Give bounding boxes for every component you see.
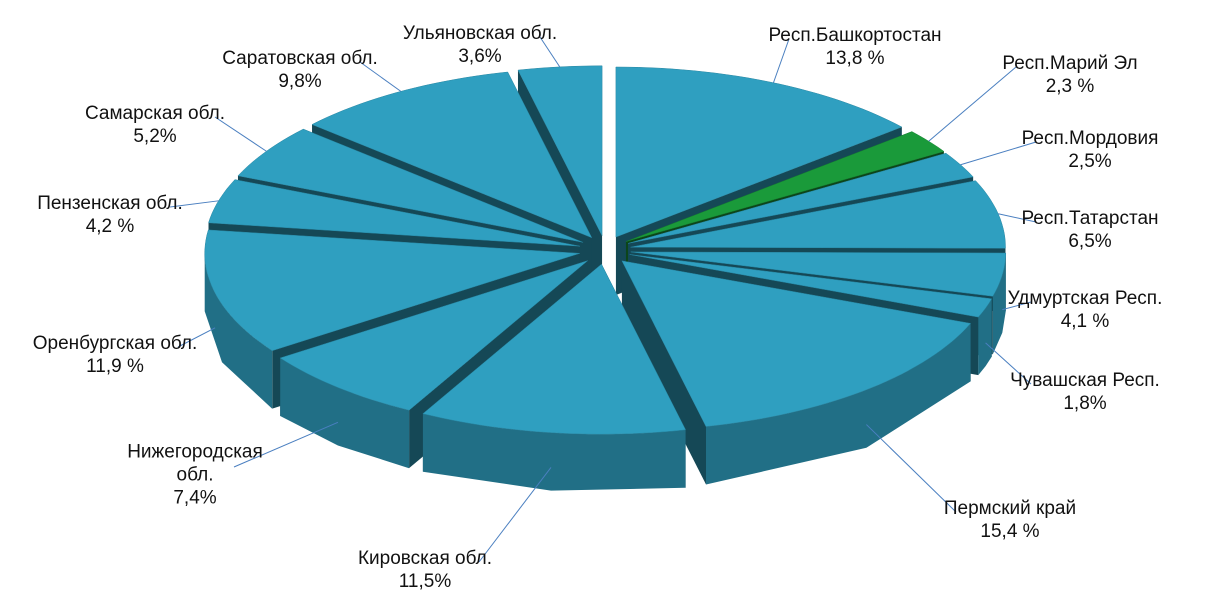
slice-label: Саратовская обл. 9,8%	[190, 47, 410, 93]
slice-label: Пензенская обл. 4,2 %	[0, 192, 220, 238]
slice-label: Респ.Башкортостан 13,8 %	[735, 24, 975, 70]
slice	[630, 251, 1007, 297]
category-label: Самарская обл.	[84, 103, 226, 124]
category-label: Саратовская обл.	[222, 48, 378, 69]
slice	[615, 66, 903, 238]
slice-label: Респ.Марий Эл 2,3 %	[970, 52, 1170, 98]
value-label: 2,3 %	[1045, 76, 1095, 97]
slice	[422, 263, 686, 435]
slice	[625, 131, 945, 242]
slice-label: Кировская обл. 11,5%	[325, 547, 525, 593]
leader-line	[866, 424, 957, 513]
category-label: Оренбургская обл.	[32, 333, 198, 354]
value-label: 11,9 %	[86, 356, 144, 377]
slice	[204, 229, 580, 351]
category-label: Кировская обл.	[357, 548, 493, 569]
category-label: Удмуртская Респ.	[1007, 288, 1163, 309]
slice	[237, 128, 584, 243]
leader-line	[177, 327, 216, 348]
leader-line	[478, 467, 552, 563]
slice-wall	[706, 323, 971, 485]
leader-line	[169, 200, 219, 208]
category-label: Респ.Марий Эл	[1002, 53, 1138, 74]
slice-wall	[204, 253, 273, 409]
category-label: Чувашская Респ.	[1010, 370, 1160, 391]
leader-line	[772, 38, 790, 83]
slice-label: Респ.Татарстан 6,5%	[990, 207, 1190, 253]
value-label: 5,2%	[133, 126, 177, 147]
value-label: 3,6%	[458, 46, 502, 67]
slice	[208, 179, 580, 247]
value-label: 15,4 %	[980, 521, 1040, 542]
leader-line	[359, 61, 402, 92]
value-label: 7,4%	[173, 487, 217, 509]
slice-label: Респ.Мордовия 2,5%	[990, 127, 1190, 173]
slice-label: Нижегородская обл. 7,4%	[120, 441, 270, 510]
slice	[279, 260, 588, 411]
leader-line	[985, 342, 1032, 385]
leader-line	[214, 116, 267, 152]
slice-label: Ульяновская обл. 3,6%	[370, 22, 590, 68]
category-label: Респ.Башкортостан	[768, 25, 942, 46]
slice-label: Оренбургская обл. 11,9 %	[0, 332, 230, 378]
slice	[311, 71, 593, 239]
value-label: 4,2 %	[85, 216, 135, 237]
value-label: 1,8%	[1063, 393, 1107, 414]
leader-line	[1002, 301, 1032, 311]
slice-label: Удмуртская Респ. 4,1 %	[985, 287, 1185, 333]
value-label: 11,5%	[398, 571, 452, 592]
slice	[629, 254, 993, 318]
slice	[621, 260, 972, 427]
leader-line	[539, 36, 561, 68]
value-label: 9,8%	[278, 71, 322, 92]
category-label: Ульяновская обл.	[402, 23, 558, 44]
value-label: 4,1 %	[1060, 311, 1110, 332]
value-label: 6,5%	[1068, 231, 1112, 252]
leader-line	[960, 141, 1037, 166]
slice-wall	[978, 298, 992, 376]
leader-line	[928, 66, 1017, 142]
category-label: Пензенская обл.	[37, 193, 183, 214]
category-label: Пермский край	[943, 498, 1077, 519]
value-label: 2,5%	[1068, 151, 1112, 172]
slice-wall	[280, 358, 410, 469]
slice-label: Самарская обл. 5,2%	[45, 102, 265, 148]
value-label: 13,8 %	[825, 48, 885, 69]
slice-wall	[992, 253, 1006, 355]
slice-wall	[422, 413, 686, 491]
leader-line	[998, 213, 1037, 223]
category-label: Респ.Мордовия	[1021, 128, 1159, 149]
category-label: Респ.Татарстан	[1021, 208, 1159, 229]
category-label: Нижегородская обл.	[127, 441, 263, 486]
slice-label: Чувашская Респ. 1,8%	[985, 369, 1185, 415]
leader-line	[233, 421, 339, 468]
slice-label: Пермский край 15,4 %	[910, 497, 1110, 543]
